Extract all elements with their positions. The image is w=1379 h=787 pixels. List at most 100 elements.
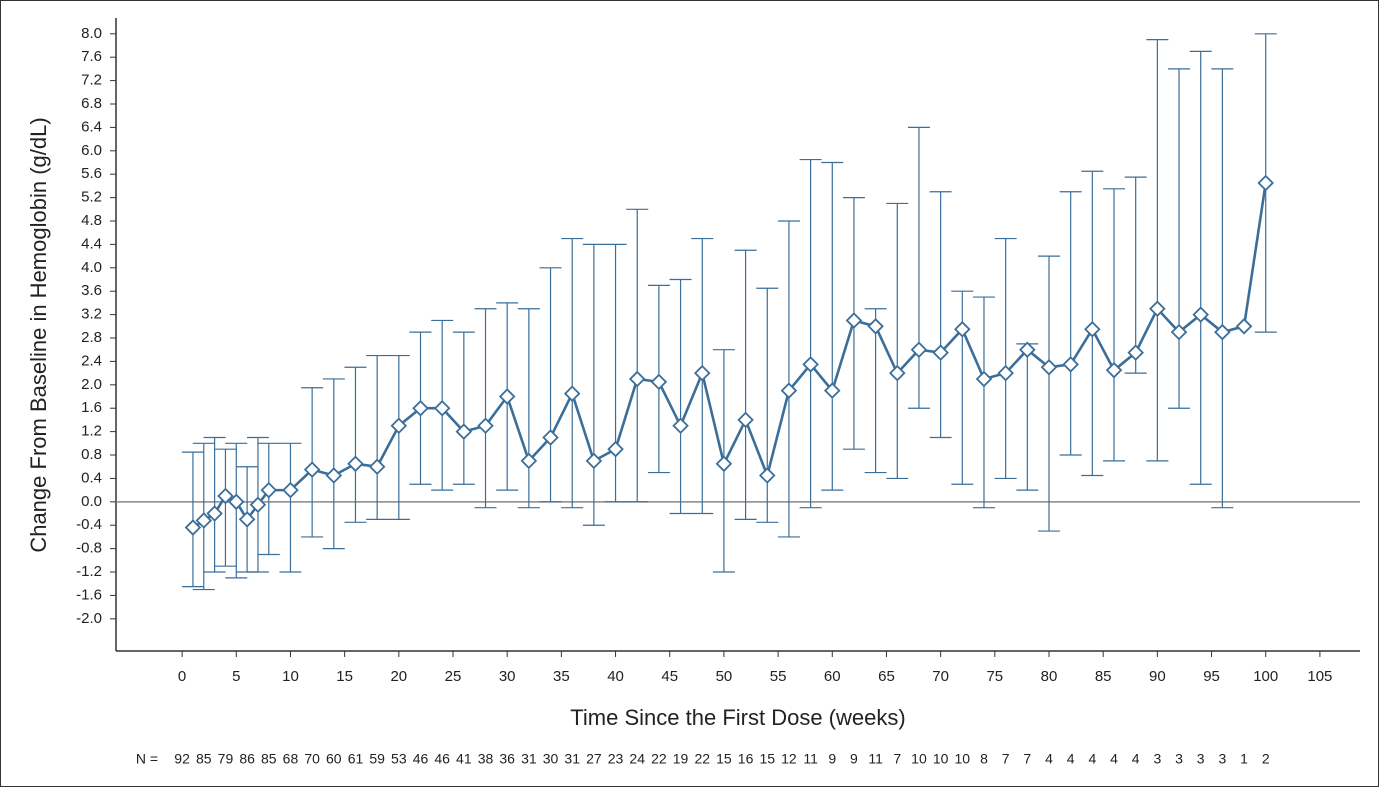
n-count: 31 <box>564 751 580 767</box>
marker <box>368 458 386 475</box>
marker <box>238 511 256 528</box>
y-tick-label: -1.6 <box>76 586 102 603</box>
x-tick-label: 60 <box>824 668 841 685</box>
marker <box>195 512 213 529</box>
n-count: 12 <box>781 751 797 767</box>
error-bar <box>821 161 844 491</box>
y-tick-label: 4.4 <box>81 235 102 252</box>
marker <box>303 461 321 478</box>
x-tick-label: 65 <box>878 668 895 685</box>
n-count: 4 <box>1110 751 1118 767</box>
error-bar <box>1168 68 1191 409</box>
marker <box>477 417 494 435</box>
marker <box>282 481 299 499</box>
marker <box>1019 341 1036 358</box>
n-count: 31 <box>521 751 537 767</box>
x-tick-label: 10 <box>282 668 299 685</box>
n-count: 68 <box>283 751 299 767</box>
n-count: 10 <box>911 751 927 767</box>
marker <box>206 505 223 522</box>
marker <box>910 341 928 358</box>
error-bar <box>1038 255 1060 532</box>
n-count: 60 <box>326 751 342 767</box>
marker <box>1149 300 1166 318</box>
n-count: 9 <box>828 751 836 767</box>
marker <box>1235 318 1253 335</box>
marker <box>347 455 364 473</box>
y-tick-label: 6.4 <box>81 118 102 135</box>
n-count: 4 <box>1088 751 1096 767</box>
x-tick-label: 5 <box>232 668 240 685</box>
marker <box>715 455 733 473</box>
n-count: 46 <box>413 751 429 767</box>
error-bar <box>344 366 367 523</box>
marker <box>954 320 971 338</box>
n-count: 22 <box>694 751 710 767</box>
x-tick-label: 70 <box>932 668 949 685</box>
y-tick-label: 2.8 <box>81 329 102 346</box>
marker <box>228 493 245 511</box>
n-count: 23 <box>608 751 624 767</box>
error-bar <box>539 267 562 503</box>
x-tick-label: 90 <box>1149 668 1166 685</box>
y-tick-label: -0.8 <box>76 540 102 557</box>
error-bar <box>972 296 995 509</box>
y-tick-label: -2.0 <box>76 610 102 627</box>
marker <box>975 370 993 388</box>
marker <box>1192 306 1209 323</box>
error-bar <box>387 354 410 520</box>
error-bar <box>1211 68 1234 509</box>
error-bar <box>214 448 237 567</box>
marker <box>1105 361 1123 379</box>
marker <box>585 452 603 470</box>
marker <box>932 344 949 361</box>
marker <box>889 364 906 382</box>
marker <box>249 496 267 514</box>
marker <box>520 452 538 470</box>
marker <box>628 370 646 388</box>
error-bar <box>907 126 930 409</box>
n-count: 59 <box>369 751 385 767</box>
n-count: 15 <box>716 751 732 767</box>
n-count: 79 <box>218 751 234 767</box>
marker <box>455 423 473 440</box>
marker <box>758 467 776 484</box>
n-count: 10 <box>933 751 949 767</box>
x-tick-label: 45 <box>661 668 678 685</box>
marker <box>1062 356 1079 373</box>
n-count: 85 <box>196 751 212 767</box>
n-count: 7 <box>893 751 901 767</box>
marker <box>867 318 884 335</box>
n-count: 7 <box>1023 751 1031 767</box>
error-bar <box>886 202 909 480</box>
marker <box>1084 320 1101 338</box>
n-count: 3 <box>1218 751 1226 767</box>
x-tick-label: 50 <box>716 668 733 685</box>
error-bar <box>474 308 497 509</box>
n-count: 36 <box>499 751 515 767</box>
error-bar <box>777 220 800 538</box>
marker <box>390 417 408 435</box>
marker <box>824 382 841 399</box>
error-bar <box>1059 191 1082 456</box>
error-bar <box>582 243 605 526</box>
marker <box>1040 358 1058 376</box>
y-tick-label: 3.6 <box>81 282 102 299</box>
x-tick-label: 35 <box>553 668 570 685</box>
error-bar <box>626 208 649 503</box>
error-bar <box>1124 176 1147 374</box>
n-count: 70 <box>304 751 320 767</box>
n-count: 11 <box>868 751 883 767</box>
n-count: 3 <box>1175 751 1183 767</box>
error-bar <box>1103 188 1126 462</box>
y-tick-label: 7.6 <box>81 48 102 65</box>
marker <box>780 382 798 399</box>
error-bar <box>322 378 345 550</box>
n-count: 1 <box>1240 751 1248 767</box>
marker <box>1127 344 1144 361</box>
x-tick-label: 40 <box>607 668 624 685</box>
error-bar <box>225 442 248 579</box>
error-bar <box>734 249 757 520</box>
n-count: 4 <box>1132 751 1140 767</box>
y-tick-label: -1.2 <box>76 563 102 580</box>
